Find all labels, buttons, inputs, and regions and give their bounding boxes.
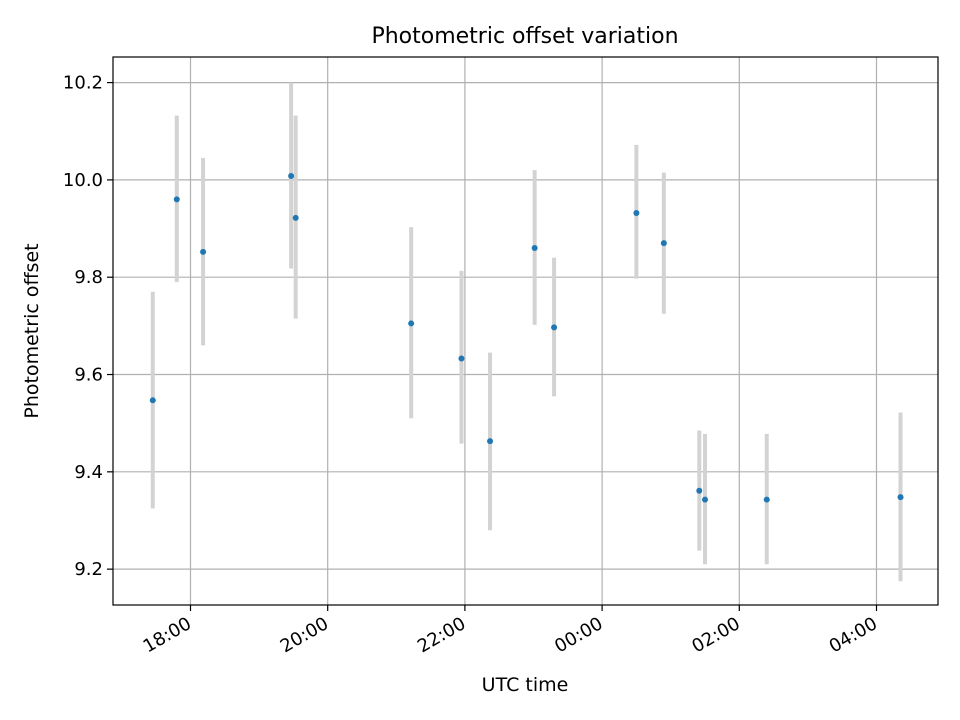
data-point — [531, 245, 538, 252]
y-tick-label: 9.6 — [74, 365, 103, 386]
y-axis-label: Photometric offset — [21, 243, 43, 418]
data-point — [487, 438, 494, 445]
data-point — [408, 320, 415, 327]
y-tick-label: 9.4 — [74, 462, 103, 483]
x-tick-label: 20:00 — [277, 613, 332, 657]
data-point — [292, 214, 299, 221]
y-tick-label: 10.0 — [63, 170, 103, 191]
data-point — [288, 173, 295, 180]
x-tick-label: 22:00 — [414, 613, 469, 657]
data-point — [702, 496, 708, 503]
data-point — [551, 324, 558, 331]
x-tick-label: 04:00 — [826, 613, 881, 657]
x-axis-label: UTC time — [482, 674, 569, 696]
y-axis: 9.2 9.4 9.6 9.8 10.0 10.2 — [63, 73, 113, 580]
grid-lines — [113, 57, 938, 605]
x-tick-label: 00:00 — [551, 613, 606, 657]
data-point — [660, 240, 667, 247]
x-tick-label: 02:00 — [688, 613, 743, 657]
error-bars — [150, 82, 903, 582]
chart-title: Photometric offset variation — [371, 24, 678, 49]
data-point — [696, 487, 703, 494]
plot-frame — [112, 56, 939, 606]
data-point — [200, 248, 207, 255]
data-point — [633, 209, 640, 216]
y-tick-label: 9.2 — [74, 559, 103, 580]
y-tick-label: 9.8 — [74, 267, 103, 288]
data-point — [763, 496, 770, 503]
data-point — [458, 355, 465, 362]
x-tick-label: 18:00 — [140, 613, 195, 657]
data-point — [897, 494, 904, 501]
data-point — [173, 196, 180, 203]
data-points — [149, 173, 904, 503]
y-tick-label: 10.2 — [63, 73, 103, 94]
data-point — [149, 397, 156, 404]
x-axis: 18:00 20:00 22:00 00:00 02:00 04:00 — [140, 605, 881, 657]
